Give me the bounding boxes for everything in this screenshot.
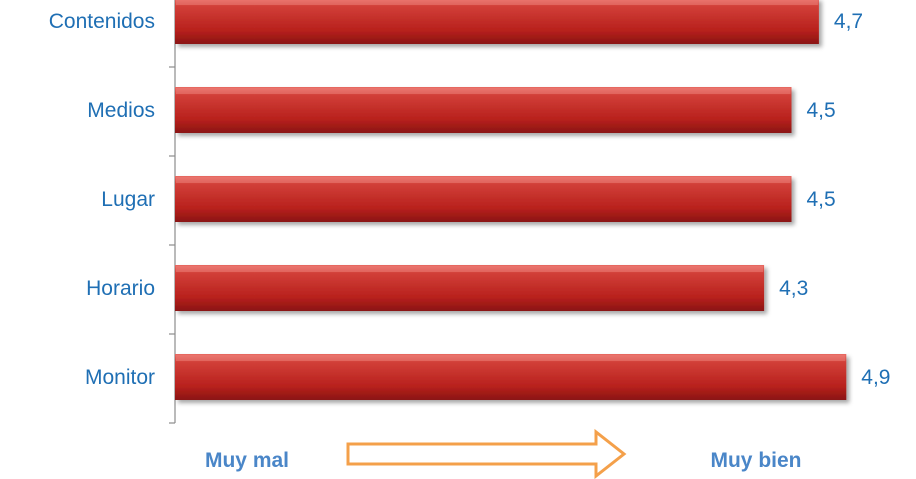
bar-medios bbox=[175, 87, 792, 133]
scale-low-label: Muy mal bbox=[205, 449, 289, 472]
bar-contenidos bbox=[175, 0, 819, 44]
bar-monitor bbox=[175, 354, 847, 400]
category-label: Contenidos bbox=[49, 10, 155, 33]
scale-indicator: Muy mal Muy bien bbox=[205, 428, 802, 479]
bar-highlight bbox=[176, 266, 764, 272]
bar-highlight bbox=[176, 177, 791, 183]
value-label: 4,5 bbox=[807, 188, 836, 211]
right-arrow-icon bbox=[346, 428, 627, 479]
category-label: Horario bbox=[86, 277, 155, 300]
bar-lugar bbox=[175, 176, 792, 222]
value-label: 4,9 bbox=[861, 366, 890, 389]
bar-highlight bbox=[176, 88, 791, 94]
bar-highlight bbox=[176, 355, 846, 361]
labels: Contenidos 4,7 Medios 4,5 Lugar 4,5 Horario 4,3… bbox=[49, 10, 891, 389]
scale-high-label: Muy bien bbox=[710, 449, 801, 472]
category-label: Lugar bbox=[101, 188, 155, 211]
category-axis bbox=[169, 0, 176, 424]
category-label: Monitor bbox=[85, 366, 155, 389]
bars bbox=[175, 0, 847, 400]
value-label: 4,5 bbox=[807, 99, 836, 122]
value-label: 4,3 bbox=[779, 277, 808, 300]
bar-highlight bbox=[176, 0, 818, 5]
category-label: Medios bbox=[87, 99, 155, 122]
value-label: 4,7 bbox=[834, 10, 863, 33]
bar-horario bbox=[175, 265, 765, 311]
